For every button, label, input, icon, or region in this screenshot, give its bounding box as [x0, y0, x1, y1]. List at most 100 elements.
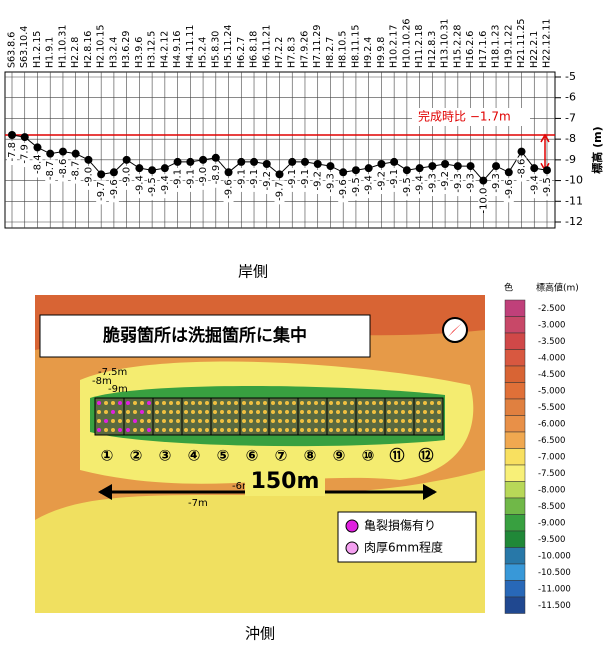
block-dot: [263, 428, 267, 432]
block-dot: [379, 428, 383, 432]
x-tick-label: H2.2.8: [70, 37, 81, 68]
page: {"chart_data":{"type":"line", "categorie…: [0, 0, 610, 648]
x-tick-label: H7.9.26: [299, 31, 310, 68]
point: [467, 162, 475, 170]
block-dot: [408, 410, 412, 414]
block-dot: [111, 428, 115, 432]
block-dot: [227, 410, 231, 414]
block-dot: [104, 401, 108, 405]
color-swatch: [505, 416, 525, 433]
marker-legend-label: 肉厚6mm程度: [364, 540, 443, 555]
block-dot: [162, 401, 166, 405]
block-dot: [234, 428, 238, 432]
point: [276, 170, 284, 178]
block-dot: [263, 419, 267, 423]
value-label: -9.1: [287, 169, 298, 189]
block-dot: [423, 428, 427, 432]
block-dot: [133, 419, 137, 423]
marker-crack: [346, 520, 358, 532]
point: [416, 164, 424, 172]
block-dot: [155, 428, 159, 432]
value-label: -9.4: [364, 175, 375, 195]
value-label: -9.2: [376, 171, 387, 191]
y-tick-label: -5: [565, 70, 576, 83]
color-legend-title: 標高値(m): [536, 282, 579, 294]
value-label: -9.1: [236, 169, 247, 189]
point: [377, 160, 385, 168]
value-label: -9.1: [173, 169, 184, 189]
block-dot: [336, 419, 340, 423]
point: [97, 170, 105, 178]
value-label: -9.0: [198, 167, 209, 187]
point: [148, 166, 156, 174]
block-dot: [184, 419, 188, 423]
point: [518, 148, 526, 156]
block-dot: [220, 428, 224, 432]
color-legend-label: -4.000: [538, 353, 565, 363]
map: 脆弱箇所は洗掘箇所に集中①②③④⑤⑥⑦⑧⑨⑩⑪⑫-7.5m-8m-9m-6m-7…: [35, 295, 485, 613]
color-legend-label: -6.000: [538, 419, 565, 429]
block-dot: [416, 410, 420, 414]
block-dot: [198, 410, 202, 414]
value-label: -9.3: [427, 173, 438, 193]
point: [72, 150, 80, 158]
value-label: -8.6: [517, 159, 528, 179]
x-tick-label: H2.8.16: [83, 31, 94, 68]
block-dot: [437, 428, 441, 432]
x-tick-label: H8.10.5: [338, 31, 349, 68]
color-legend-label: -4.500: [538, 370, 565, 380]
block-dot: [423, 410, 427, 414]
block-dot: [401, 419, 405, 423]
point: [352, 166, 360, 174]
annotation: 完成時比 −1.7m: [418, 109, 511, 124]
block-number: ⑨: [333, 447, 346, 465]
x-tick-label: H4.9.16: [172, 31, 183, 68]
block-number: ⑫: [418, 447, 433, 465]
point: [428, 162, 436, 170]
block-dot: [408, 401, 412, 405]
value-label: -9.0: [122, 167, 133, 187]
point: [454, 162, 462, 170]
block-dot: [343, 428, 347, 432]
block-dot: [133, 428, 137, 432]
color-swatch: [505, 515, 525, 532]
point: [390, 158, 398, 166]
block-dot: [176, 410, 180, 414]
block-dot: [437, 419, 441, 423]
point: [479, 177, 487, 185]
point: [314, 160, 322, 168]
block-dot: [387, 428, 391, 432]
block-dot: [292, 401, 296, 405]
color-legend-label: -6.500: [538, 436, 565, 446]
block-dot: [307, 419, 311, 423]
point: [237, 158, 245, 166]
block-dot: [205, 419, 209, 423]
color-legend-label: -3.500: [538, 337, 565, 347]
color-swatch: [505, 383, 525, 400]
block-dot: [176, 419, 180, 423]
block-dot: [350, 410, 354, 414]
block-dot: [285, 419, 289, 423]
value-label: -9.2: [262, 171, 273, 191]
block-dot: [387, 401, 391, 405]
value-label: -8.6: [58, 159, 69, 179]
block-dot: [242, 410, 246, 414]
block-dot: [111, 401, 115, 405]
point: [84, 156, 92, 164]
point: [326, 162, 334, 170]
point: [110, 168, 118, 176]
color-legend-label: -8.000: [538, 485, 565, 495]
block-dot: [104, 410, 108, 414]
block-dot: [300, 428, 304, 432]
block-dot: [329, 410, 333, 414]
block-dot: [408, 419, 412, 423]
block-number: ⑤: [217, 447, 230, 465]
block-dot: [394, 428, 398, 432]
point: [199, 156, 207, 164]
block-dot: [372, 428, 376, 432]
block-dot: [430, 401, 434, 405]
value-label: -9.1: [249, 169, 260, 189]
block-dot: [191, 428, 195, 432]
block-dot: [256, 401, 260, 405]
color-legend-label: -3.000: [538, 320, 565, 330]
